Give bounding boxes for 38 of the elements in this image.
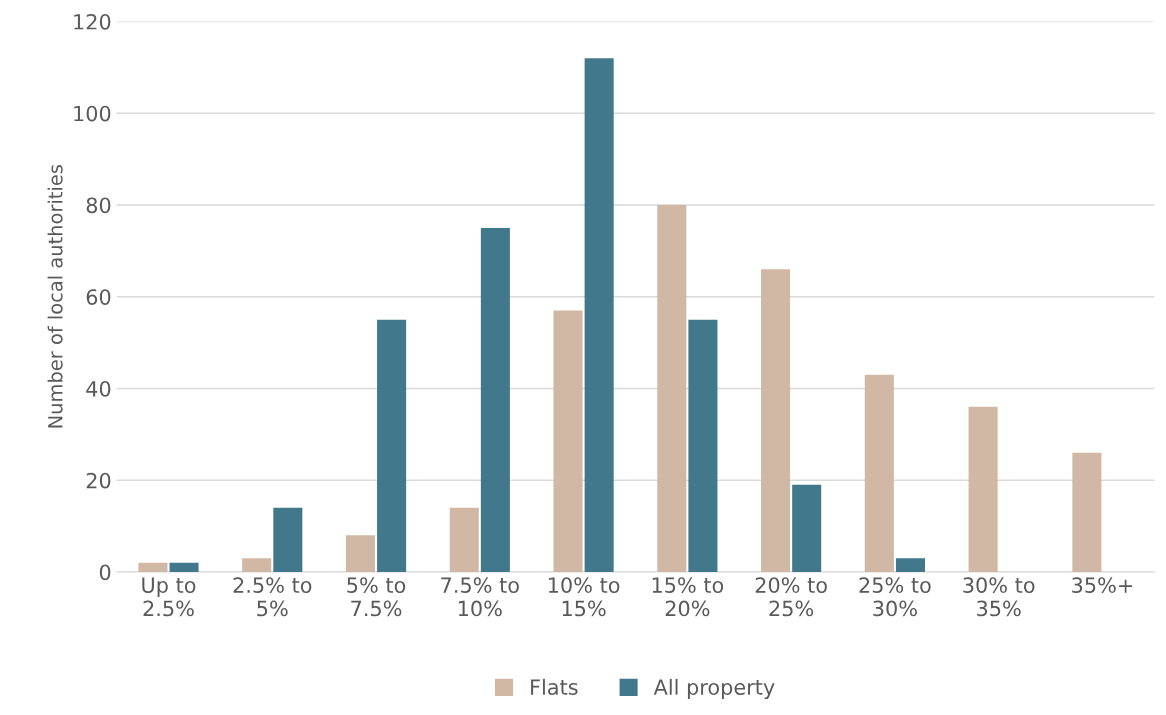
bar: [242, 558, 272, 572]
y-tick-label: 120: [74, 13, 111, 30]
bar: [968, 406, 998, 572]
bar: [169, 562, 199, 572]
y-tick-label: 40: [86, 380, 111, 397]
bar: [895, 558, 925, 572]
bar: [657, 204, 687, 572]
bar: [273, 507, 303, 572]
bar: [480, 227, 510, 572]
bar: [345, 535, 375, 572]
bar: [761, 269, 791, 572]
y-axis-title: Number of local authorities: [47, 165, 63, 428]
x-tick-label: 15% to 20%: [652, 577, 724, 617]
x-tick-label: 7.5% to 10%: [441, 577, 519, 617]
bar: [864, 374, 894, 572]
bar: [553, 310, 583, 572]
bar: [792, 484, 822, 572]
x-tick-label: 20% to 25%: [755, 577, 827, 617]
x-tick-label: 10% to 15%: [548, 577, 620, 617]
y-tick-label: 80: [86, 197, 111, 214]
legend-label: Flats: [531, 678, 578, 695]
bar: [449, 507, 479, 572]
legend-label: All property: [653, 678, 775, 699]
bar: [584, 58, 614, 572]
y-tick-label: 100: [74, 105, 111, 122]
x-tick-label: 35%+: [1072, 577, 1133, 593]
x-tick-label: Up to 2.5%: [142, 577, 196, 617]
y-tick-label: 60: [86, 289, 111, 305]
bar: [138, 562, 168, 572]
x-tick-label: 2.5% to 5%: [233, 577, 312, 617]
y-tick-label: 20: [86, 472, 111, 489]
x-tick-label: 5% to 7.5%: [347, 577, 406, 617]
y-tick-label: 0: [99, 564, 111, 581]
x-tick-label: 30% to 35%: [963, 577, 1035, 617]
bar: [1072, 452, 1102, 572]
bar: [377, 319, 407, 572]
bar: [688, 319, 718, 572]
x-tick-label: 25% to 30%: [859, 577, 931, 617]
